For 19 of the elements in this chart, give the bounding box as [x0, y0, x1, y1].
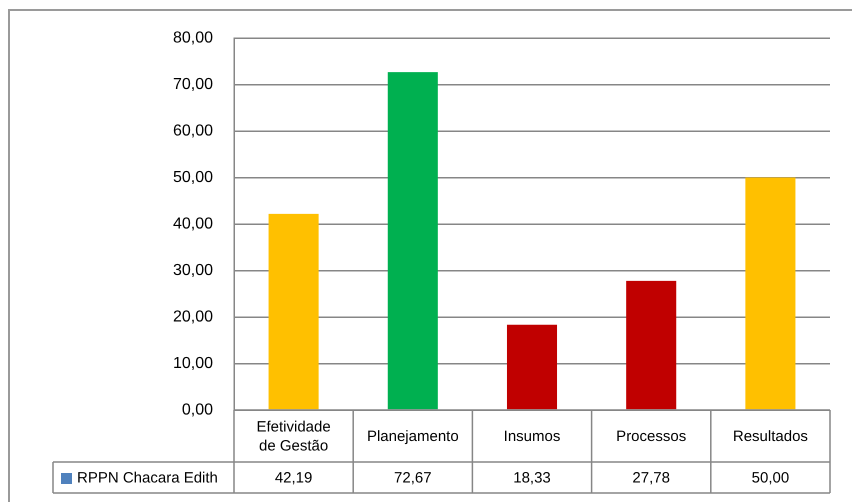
y-tick-label: 70,00 [172, 76, 214, 93]
bar [626, 280, 676, 410]
y-tick-label: 60,00 [172, 122, 214, 140]
y-tick-label: 40,00 [172, 215, 214, 232]
x-tick-label: Efetividade de Gestão [256, 418, 331, 455]
x-tick-label: Resultados [732, 428, 808, 446]
x-tick-label: Insumos [504, 428, 560, 446]
y-tick-label: 30,00 [172, 262, 214, 279]
bar [506, 324, 558, 410]
y-tick-label: 50,00 [172, 168, 214, 186]
y-tick-label: 0,00 [182, 401, 214, 418]
bar [388, 72, 438, 410]
y-tick-label: 20,00 [172, 308, 214, 326]
bar [745, 178, 796, 410]
x-tick-label: Processos [616, 428, 686, 446]
bar [268, 214, 319, 410]
y-tick-label: 80,00 [172, 29, 214, 46]
x-tick-label: Planejamento [366, 428, 459, 446]
y-tick-label: 10,00 [172, 354, 214, 372]
